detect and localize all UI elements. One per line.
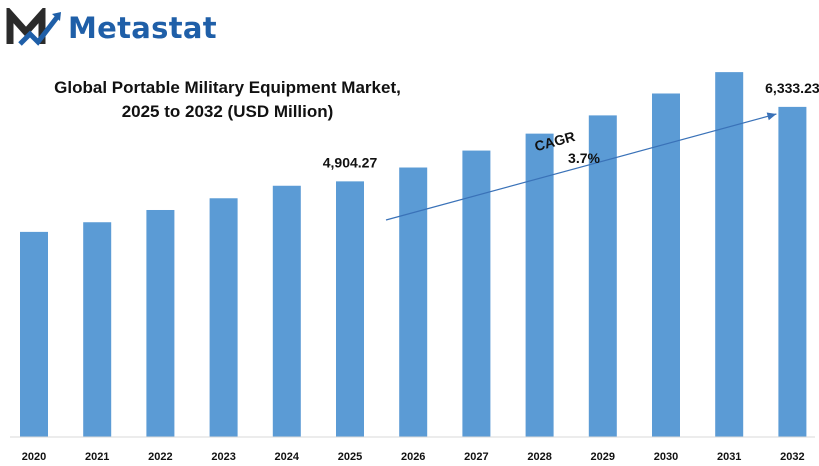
bar-2023 — [209, 198, 238, 437]
x-tick-label-2020: 2020 — [22, 451, 46, 463]
bar-2022 — [146, 209, 175, 437]
chart-title: Global Portable Military Equipment Marke… — [20, 76, 435, 124]
bar-2031 — [715, 72, 744, 437]
bar-2025 — [336, 181, 364, 437]
bar-2020 — [20, 231, 48, 437]
x-tick-label-2023: 2023 — [211, 451, 235, 463]
bar-2032 — [778, 106, 807, 438]
data-label-2025: 4,904.27 — [323, 154, 378, 170]
data-label-2032: 6,333.23 — [765, 80, 819, 96]
x-tick-label-2031: 2031 — [717, 451, 741, 463]
x-tick-label-2030: 2030 — [654, 451, 678, 463]
metastat-m-logo-icon — [6, 8, 61, 46]
bar-2024 — [272, 185, 301, 437]
chart-title-line-1: Global Portable Military Equipment Marke… — [54, 78, 401, 97]
cagr-arrow-head-icon — [766, 112, 777, 121]
x-tick-label-2021: 2021 — [85, 451, 109, 463]
x-tick-label-2028: 2028 — [527, 451, 551, 463]
cagr-value: 3.7% — [568, 150, 600, 166]
x-tick-label-2025: 2025 — [338, 451, 362, 463]
chart-title-line-2: 2025 to 2032 (USD Million) — [121, 102, 334, 121]
x-tick-label-2022: 2022 — [148, 451, 172, 463]
bar-2028 — [525, 133, 554, 437]
x-tick-label-2026: 2026 — [401, 451, 425, 463]
cagr-arrow-line — [385, 113, 777, 221]
x-tick-label-2029: 2029 — [591, 451, 615, 463]
bar-2029 — [588, 115, 617, 438]
bar-2030 — [652, 93, 680, 437]
bar-2027 — [462, 150, 491, 437]
bar-2026 — [399, 167, 428, 438]
x-tick-label-2032: 2032 — [780, 451, 804, 463]
x-tick-label-2027: 2027 — [464, 451, 488, 463]
brand-name: Metastat — [68, 11, 217, 45]
x-tick-label-2024: 2024 — [275, 451, 300, 463]
bar-2021 — [83, 222, 112, 437]
